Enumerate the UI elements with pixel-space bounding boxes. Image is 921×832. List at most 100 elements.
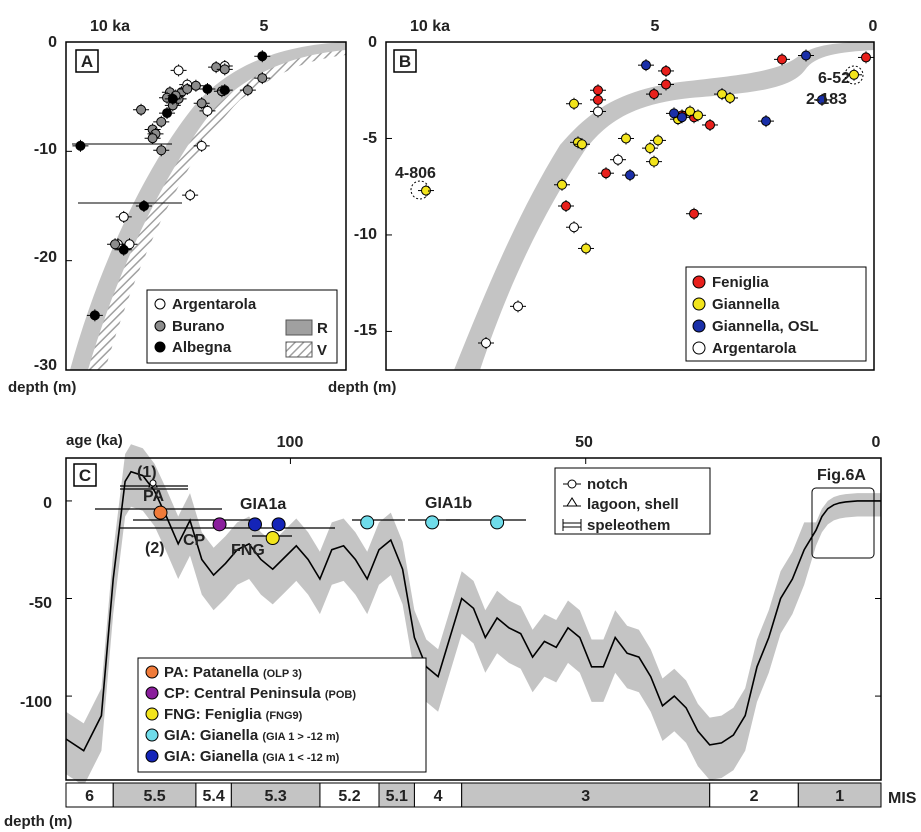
- b-points: [418, 49, 874, 349]
- c-legend-fng-label: FNG: Feniglia: [164, 706, 262, 723]
- point-giannella-13: [725, 92, 735, 103]
- c-legend-pa: PA: Patanella (OLP 3): [164, 664, 302, 681]
- c-legend-gia-upper-symbol: [145, 728, 159, 742]
- mis-stage-label-5.1: 5.1: [386, 788, 408, 805]
- c-sea-level-curve: [65, 470, 881, 752]
- c-legend-gia-lower-sub: (GIA 1 < -12 m): [262, 752, 339, 764]
- point-feniglia-4: [649, 89, 659, 100]
- point-giannella-3: [577, 139, 587, 150]
- c-mis-bar: 6 5.5 5.4 5.3 5.2 5.1 4 3 2 1: [65, 782, 882, 808]
- point-giannella-6: [645, 143, 655, 154]
- panel-a: 10 ka 5 0 -10 -20 -30 depth (m) A Argent…: [8, 18, 347, 396]
- b-legend-box: [685, 266, 867, 362]
- a-legend-r: R: [317, 320, 328, 337]
- mis-stage-label-6: 6: [85, 788, 94, 805]
- point-feniglia-12: [861, 52, 871, 63]
- point-giannella-7: [649, 156, 659, 167]
- point-argentarola-3: [593, 106, 603, 117]
- mis-stage-4: [413, 782, 463, 808]
- point-argentarola-4: [613, 154, 623, 165]
- b-legend-argentarola-symbol: [692, 341, 706, 355]
- c-legend-gia-lower-label: GIA: Gianella: [164, 748, 259, 765]
- a-legend-v-symbol: [285, 341, 313, 358]
- point-feniglia-10: [705, 119, 715, 130]
- c-y-tick-label-0: 0: [43, 495, 52, 512]
- b-legend-feniglia-symbol: [692, 275, 706, 289]
- a-x-tick-label-1: 5: [260, 18, 269, 35]
- a-legend-albegna: Albegna: [172, 339, 232, 356]
- point-albegna-5: [167, 93, 178, 104]
- point-argentarola-6: [173, 65, 184, 76]
- c-annotation-1: (1): [137, 464, 157, 481]
- c-notch-marker: [149, 479, 157, 487]
- a-legend-argentarola-symbol: [154, 298, 166, 310]
- c-x-tick-label-2: 0: [872, 434, 881, 451]
- point-giannella-osl-6: [817, 94, 827, 105]
- point-giannella-osl-2: [677, 112, 687, 123]
- point-giannella-12: [717, 89, 727, 100]
- c-legend-gia-lower-symbol: [145, 749, 159, 763]
- c-ticks: [66, 458, 882, 697]
- a-y-tick-label-1: -10: [34, 141, 57, 158]
- a-plot-frame: [65, 41, 347, 371]
- c-legend-gia-upper-label: GIA: Gianella: [164, 727, 259, 744]
- b-ticks: [386, 41, 392, 332]
- c-point-pa-0: [153, 505, 168, 520]
- point-giannella-1: [569, 98, 579, 109]
- c-points: [153, 505, 505, 546]
- mis-stage-1: [797, 782, 882, 808]
- mis-stage-label-5.5: 5.5: [143, 788, 165, 805]
- panel-b: 10 ka 5 0 0 -5 -10 -15 depth (m) B 4-806…: [328, 18, 878, 396]
- c-point-gia_upper-6: [425, 515, 440, 530]
- c-legend-fng-symbol: [145, 707, 159, 721]
- mis-stage-label-5.3: 5.3: [265, 788, 287, 805]
- b-2-183-dashed-ring: [844, 65, 864, 85]
- c-depth-label: depth (m): [4, 813, 72, 830]
- c-legend-cp-sub: (POB): [325, 689, 357, 701]
- point-feniglia-5: [661, 65, 671, 76]
- c-panel-letter-box: [73, 463, 97, 487]
- point-giannella-0: [557, 179, 567, 190]
- c-x-tick-label-0: 100: [277, 434, 304, 451]
- c-legend-cp-symbol: [145, 686, 159, 700]
- panel-c: age (ka) 100 50 0 0 -50 -100 depth (m) 6…: [4, 432, 917, 830]
- point-burano-16: [211, 62, 222, 73]
- c-y-tick-label-2: -100: [20, 694, 52, 711]
- c-annotation-fng: FNG: [231, 542, 265, 559]
- b-y-tick-label-3: -15: [354, 322, 377, 339]
- b-plot-frame: [385, 41, 875, 371]
- a-legend: Argentarola Burano Albegna R V: [146, 289, 338, 364]
- b-legend-giannella-symbol: [692, 297, 706, 311]
- c-fig6a-box: [811, 487, 875, 559]
- c-point-gia_lower-3: [271, 517, 286, 532]
- mis-stage-label-2: 2: [750, 788, 759, 805]
- point-burano-0: [110, 239, 121, 250]
- a-points: [72, 50, 271, 322]
- point-albegna-2: [118, 244, 129, 255]
- c-y-tick-label-1: -50: [29, 595, 52, 612]
- b-legend-giannella: Giannella: [712, 296, 780, 313]
- c-legend-lagoon: lagoon, shell: [587, 496, 679, 513]
- c-site-legend: PA: Patanella (OLP 3) CP: Central Penins…: [137, 657, 427, 773]
- point-burano-17: [219, 64, 230, 75]
- a-depth-label: depth (m): [8, 379, 76, 396]
- point-giannella-15: [421, 185, 431, 196]
- a-legend-albegna-symbol: [154, 341, 166, 353]
- c-x-tick-label-1: 50: [575, 434, 593, 451]
- c-legend-notch-symbol: [567, 479, 577, 489]
- a-legend-v: V: [317, 342, 327, 359]
- point-argentarola-0: [481, 337, 491, 348]
- mis-stage-5.2: [319, 782, 380, 808]
- a-y-tick-label-2: -20: [34, 249, 57, 266]
- c-legend-gia-upper: GIA: Gianella (GIA 1 > -12 m): [164, 727, 340, 744]
- point-argentarola-1: [513, 301, 523, 312]
- mis-stage-6: [65, 782, 114, 808]
- point-feniglia-6: [661, 79, 671, 90]
- a-legend-r-symbol: [285, 319, 313, 336]
- point-burano-4: [147, 133, 158, 144]
- mis-stage-label-3: 3: [581, 788, 590, 805]
- point-albegna-4: [162, 108, 173, 119]
- c-legend-pa-sub: (OLP 3): [263, 668, 302, 680]
- point-feniglia-2: [593, 94, 603, 105]
